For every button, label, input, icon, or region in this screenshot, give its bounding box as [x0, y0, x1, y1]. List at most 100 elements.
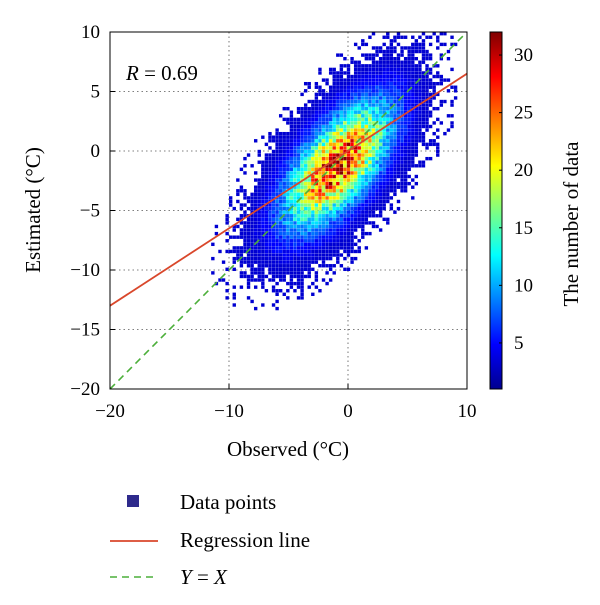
density-cell	[386, 178, 390, 182]
density-cell	[314, 249, 319, 254]
density-cell	[261, 239, 265, 243]
density-cell	[353, 71, 358, 75]
density-cell	[307, 242, 311, 247]
density-cell	[271, 228, 276, 232]
density-cell	[357, 99, 361, 104]
density-cell	[328, 153, 333, 157]
density-cell	[293, 171, 297, 175]
density-cell	[268, 256, 272, 261]
density-cell	[257, 221, 261, 225]
density-cell	[303, 181, 308, 186]
density-cell	[403, 106, 408, 111]
density-cell	[407, 181, 411, 186]
density-cell	[350, 81, 354, 86]
density-cell	[343, 221, 347, 225]
density-cell	[403, 146, 408, 150]
density-cell	[389, 135, 394, 139]
density-cell	[353, 249, 358, 254]
density-cell	[336, 181, 340, 186]
density-cell	[364, 42, 369, 47]
density-cell	[403, 121, 408, 125]
density-cell	[393, 142, 397, 147]
density-cell	[264, 256, 269, 261]
density-cell	[243, 260, 247, 264]
density-cell	[368, 164, 372, 168]
density-cell	[364, 114, 369, 118]
density-cell	[318, 256, 322, 261]
density-cell	[314, 131, 319, 136]
density-cell	[286, 149, 290, 154]
density-cell	[336, 139, 340, 143]
density-cell	[346, 228, 351, 232]
density-cell	[264, 217, 269, 222]
density-cell	[368, 139, 372, 143]
density-cell	[353, 235, 358, 239]
density-cell	[382, 167, 386, 172]
density-cell	[332, 78, 336, 82]
density-cell	[357, 149, 361, 154]
density-cell	[286, 203, 290, 207]
density-cell	[289, 278, 294, 282]
density-cell	[253, 185, 258, 189]
density-cell	[332, 110, 336, 114]
density-cell	[321, 246, 326, 250]
density-cell	[303, 274, 308, 279]
density-cell	[361, 231, 365, 236]
density-cell	[339, 110, 344, 114]
density-cell	[382, 56, 386, 61]
density-cell	[386, 185, 390, 189]
legend-label-regression: Regression line	[180, 528, 310, 552]
density-cell	[243, 156, 247, 161]
density-cell	[414, 114, 419, 118]
density-cell	[357, 89, 361, 93]
density-cell	[275, 274, 279, 279]
density-cell	[314, 160, 319, 164]
density-cell	[389, 60, 394, 64]
density-cell	[432, 85, 436, 89]
density-cell	[386, 46, 390, 50]
density-cell	[389, 46, 394, 50]
density-cell	[321, 178, 326, 182]
density-cell	[214, 231, 219, 236]
density-cell	[368, 196, 372, 200]
density-cell	[364, 167, 369, 172]
density-cell	[318, 124, 322, 129]
density-cell	[268, 185, 272, 189]
density-cell	[307, 264, 311, 268]
density-cell	[318, 178, 322, 182]
density-cell	[396, 81, 401, 86]
density-cell	[282, 196, 286, 200]
density-cell	[232, 235, 236, 239]
density-cell	[271, 199, 276, 204]
density-cell	[414, 135, 419, 139]
density-cell	[414, 181, 419, 186]
density-cell	[243, 228, 247, 232]
density-cell	[239, 185, 244, 189]
density-cell	[282, 221, 286, 225]
density-cell	[418, 71, 422, 75]
density-cell	[450, 99, 454, 104]
density-cell	[293, 178, 297, 182]
density-cell	[375, 171, 379, 175]
density-cell	[353, 110, 358, 114]
density-cell	[350, 228, 354, 232]
density-cell	[300, 106, 304, 111]
density-cell	[296, 281, 301, 286]
density-cell	[300, 285, 304, 289]
density-cell	[339, 85, 344, 89]
density-cell	[339, 228, 344, 232]
density-cell	[257, 228, 261, 232]
density-cell	[346, 89, 351, 93]
density-cell	[403, 117, 408, 122]
density-cell	[296, 253, 301, 257]
density-cell	[250, 246, 254, 250]
density-cell	[278, 139, 283, 143]
density-cell	[225, 239, 229, 243]
density-cell	[357, 74, 361, 79]
density-cell	[336, 196, 340, 200]
density-cell	[268, 206, 272, 211]
density-cell	[300, 124, 304, 129]
density-cell	[432, 32, 436, 36]
density-cell	[296, 221, 301, 225]
density-cell	[386, 160, 390, 164]
